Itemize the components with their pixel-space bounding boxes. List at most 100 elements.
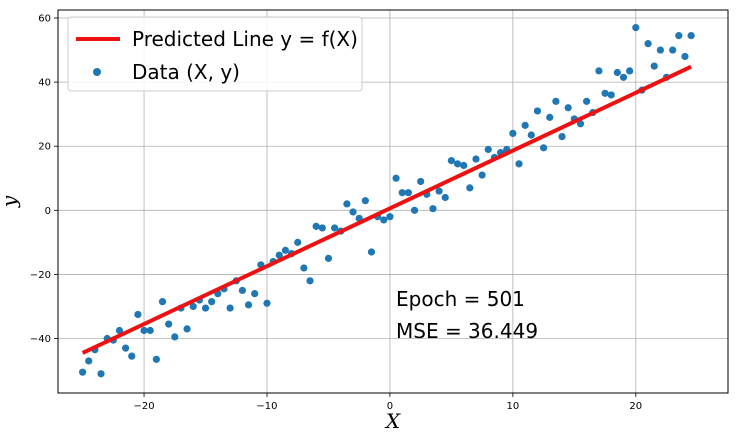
data-point xyxy=(429,205,437,213)
data-point xyxy=(85,357,93,365)
y-tick-label: 60 xyxy=(38,14,51,25)
data-point xyxy=(398,189,406,197)
data-point xyxy=(392,174,400,182)
data-point xyxy=(564,104,572,112)
data-point xyxy=(619,73,628,81)
data-point xyxy=(466,184,474,192)
data-point xyxy=(404,189,412,197)
data-point xyxy=(158,298,167,306)
x-tick-label: 10 xyxy=(506,401,519,412)
data-point xyxy=(318,224,326,232)
x-tick-label: −10 xyxy=(256,401,277,412)
data-point xyxy=(521,121,529,129)
legend: Predicted Line y = f(X) Data (X, y) xyxy=(67,16,363,92)
y-tick-label: 0 xyxy=(45,206,51,217)
data-point xyxy=(275,251,283,259)
data-point xyxy=(527,131,535,139)
data-point xyxy=(312,222,320,230)
data-point xyxy=(263,299,271,307)
data-point xyxy=(460,161,468,170)
series-layer xyxy=(78,24,695,378)
data-point xyxy=(78,368,87,376)
data-point xyxy=(128,352,136,360)
x-axis-title: X xyxy=(384,409,401,433)
plot-frame xyxy=(57,9,729,394)
legend-box xyxy=(67,16,363,92)
data-point xyxy=(349,208,357,216)
data-point xyxy=(632,24,640,32)
data-point xyxy=(533,107,542,115)
data-point xyxy=(165,320,173,328)
data-point xyxy=(97,370,105,378)
data-point xyxy=(435,187,443,195)
data-point xyxy=(583,97,591,105)
y-tick-label: 20 xyxy=(38,142,51,153)
data-point xyxy=(656,46,664,54)
data-point xyxy=(478,171,486,179)
data-point xyxy=(171,333,179,341)
data-point xyxy=(675,32,683,40)
data-point xyxy=(380,216,388,224)
data-point xyxy=(441,193,449,202)
data-point xyxy=(115,326,124,335)
data-point xyxy=(509,129,517,137)
y-tick-label: 40 xyxy=(38,78,51,89)
data-point xyxy=(484,145,492,154)
x-tick-label: −20 xyxy=(134,401,155,412)
data-point xyxy=(281,246,290,254)
data-point xyxy=(595,67,603,75)
data-point xyxy=(324,254,333,262)
epoch-annotation: Epoch = 501 xyxy=(396,287,525,311)
data-point xyxy=(601,89,609,97)
data-point xyxy=(208,298,216,306)
data-point xyxy=(687,32,695,40)
data-point xyxy=(244,301,253,309)
data-point xyxy=(447,157,455,165)
data-point xyxy=(189,302,197,311)
data-point xyxy=(472,155,480,163)
data-point xyxy=(576,120,585,128)
data-point xyxy=(331,224,339,232)
predicted-line xyxy=(81,64,692,355)
data-point xyxy=(238,286,247,295)
x-tick-label: 20 xyxy=(629,401,642,412)
grid xyxy=(58,10,728,393)
data-point xyxy=(417,177,425,186)
data-point xyxy=(552,97,560,105)
ticks: −20 −10 0 10 20 −40 −20 0 20 40 60 xyxy=(30,14,642,412)
data-point xyxy=(539,144,548,152)
data-point xyxy=(343,200,351,208)
data-point xyxy=(626,67,634,75)
data-point xyxy=(558,132,566,141)
x-tick-label: 0 xyxy=(387,401,393,412)
data-point xyxy=(122,344,130,352)
data-point xyxy=(140,326,148,335)
data-point xyxy=(146,326,154,335)
data-point xyxy=(251,290,259,298)
data-point xyxy=(650,62,658,70)
legend-marker-swatch xyxy=(93,68,101,76)
mse-annotation: MSE = 36.449 xyxy=(396,319,538,343)
legend-marker-label: Data (X, y) xyxy=(132,60,240,84)
data-point xyxy=(226,304,234,312)
data-point xyxy=(607,91,615,99)
data-point xyxy=(453,160,462,168)
data-point xyxy=(613,68,621,77)
data-point xyxy=(152,355,160,363)
data-point xyxy=(306,277,314,285)
data-point xyxy=(546,113,554,121)
data-point xyxy=(515,160,523,168)
data-point xyxy=(294,238,302,246)
data-point xyxy=(367,248,376,256)
y-tick-label: −20 xyxy=(30,270,51,281)
data-point xyxy=(361,197,369,205)
data-point xyxy=(134,310,142,319)
y-tick-label: −40 xyxy=(30,334,51,345)
data-point xyxy=(681,52,689,61)
data-point xyxy=(410,206,419,214)
data-point xyxy=(669,46,677,54)
data-point xyxy=(386,213,394,221)
data-point xyxy=(644,40,652,48)
data-point xyxy=(183,325,191,333)
